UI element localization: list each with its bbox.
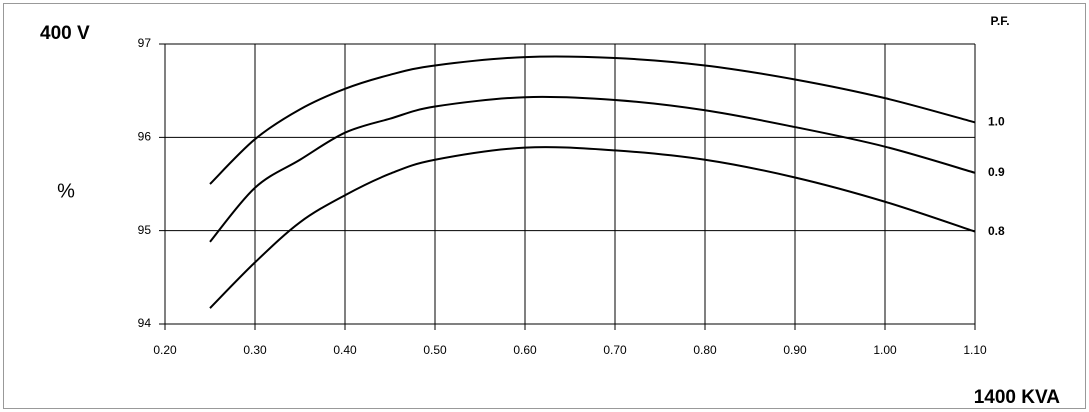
x-tick-label: 0.60 xyxy=(513,343,537,357)
y-tick-label: 94 xyxy=(138,316,152,330)
y-tick-label: 97 xyxy=(138,36,152,50)
chart-title: 400 V xyxy=(40,23,90,44)
x-tick-label: 0.20 xyxy=(153,343,177,357)
series-line xyxy=(209,146,976,309)
series-label: 0.9 xyxy=(988,165,1005,179)
x-tick-label: 1.00 xyxy=(873,343,897,357)
x-tick-label: 0.80 xyxy=(693,343,717,357)
x-tick-label: 0.30 xyxy=(243,343,267,357)
legend-title: P.F. xyxy=(990,14,1009,28)
y-axis-label: % xyxy=(57,180,75,202)
x-tick-label: 1.10 xyxy=(963,343,987,357)
x-tick-label: 0.70 xyxy=(603,343,627,357)
x-tick-label: 0.40 xyxy=(333,343,357,357)
series-line xyxy=(209,95,976,243)
series-label: 1.0 xyxy=(988,115,1005,129)
y-tick-label: 96 xyxy=(138,130,152,144)
series-line xyxy=(209,55,976,185)
x-tick-label: 0.90 xyxy=(783,343,807,357)
series-label: 0.8 xyxy=(988,224,1005,238)
frame xyxy=(3,3,1086,409)
y-tick-label: 95 xyxy=(138,223,152,237)
x-axis-label: 1400 KVA xyxy=(974,387,1061,408)
x-tick-label: 0.50 xyxy=(423,343,447,357)
